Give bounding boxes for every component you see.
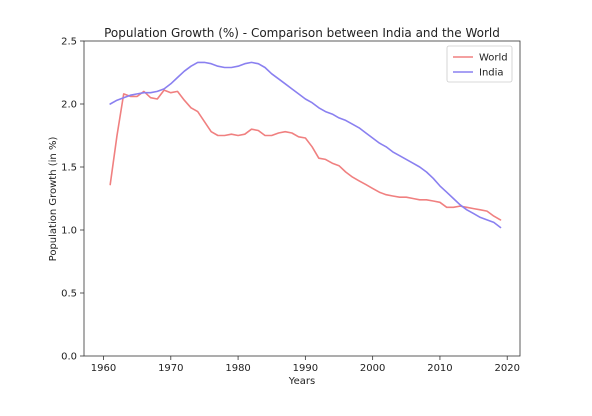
x-tick-label: 1980 [225, 363, 250, 374]
legend-label-world: World [479, 53, 508, 64]
y-tick-label: 2.0 [61, 100, 77, 111]
x-tick-label: 2020 [494, 363, 519, 374]
y-tick-label: 2.5 [61, 37, 77, 48]
y-tick-label: 0.0 [61, 352, 77, 363]
y-tick-label: 0.5 [61, 289, 77, 300]
y-tick-label: 1.5 [61, 163, 77, 174]
y-tick-label: 1.0 [61, 226, 77, 237]
legend: World India [446, 45, 513, 83]
legend-label-india: India [479, 68, 504, 79]
x-tick-label: 1960 [91, 363, 116, 374]
x-tick-label: 1970 [158, 363, 183, 374]
x-tick-label: 2010 [427, 363, 452, 374]
x-axis-label: Years [288, 376, 315, 387]
series-line-world [109, 89, 502, 221]
y-axis: 0.0 0.5 1.0 1.5 2.0 2.5 [61, 37, 84, 363]
x-axis: 1960 1970 1980 1990 2000 2010 2020 [91, 356, 520, 374]
chart-title: Population Growth (%) - Comparison betwe… [104, 26, 500, 40]
x-tick-label: 2000 [360, 363, 385, 374]
series-line-india [109, 61, 502, 229]
plot-frame [83, 40, 521, 357]
legend-box [446, 45, 513, 83]
y-axis-label: Population Growth (in %) [48, 137, 59, 262]
x-tick-label: 1990 [293, 363, 318, 374]
plot-area [83, 40, 521, 357]
